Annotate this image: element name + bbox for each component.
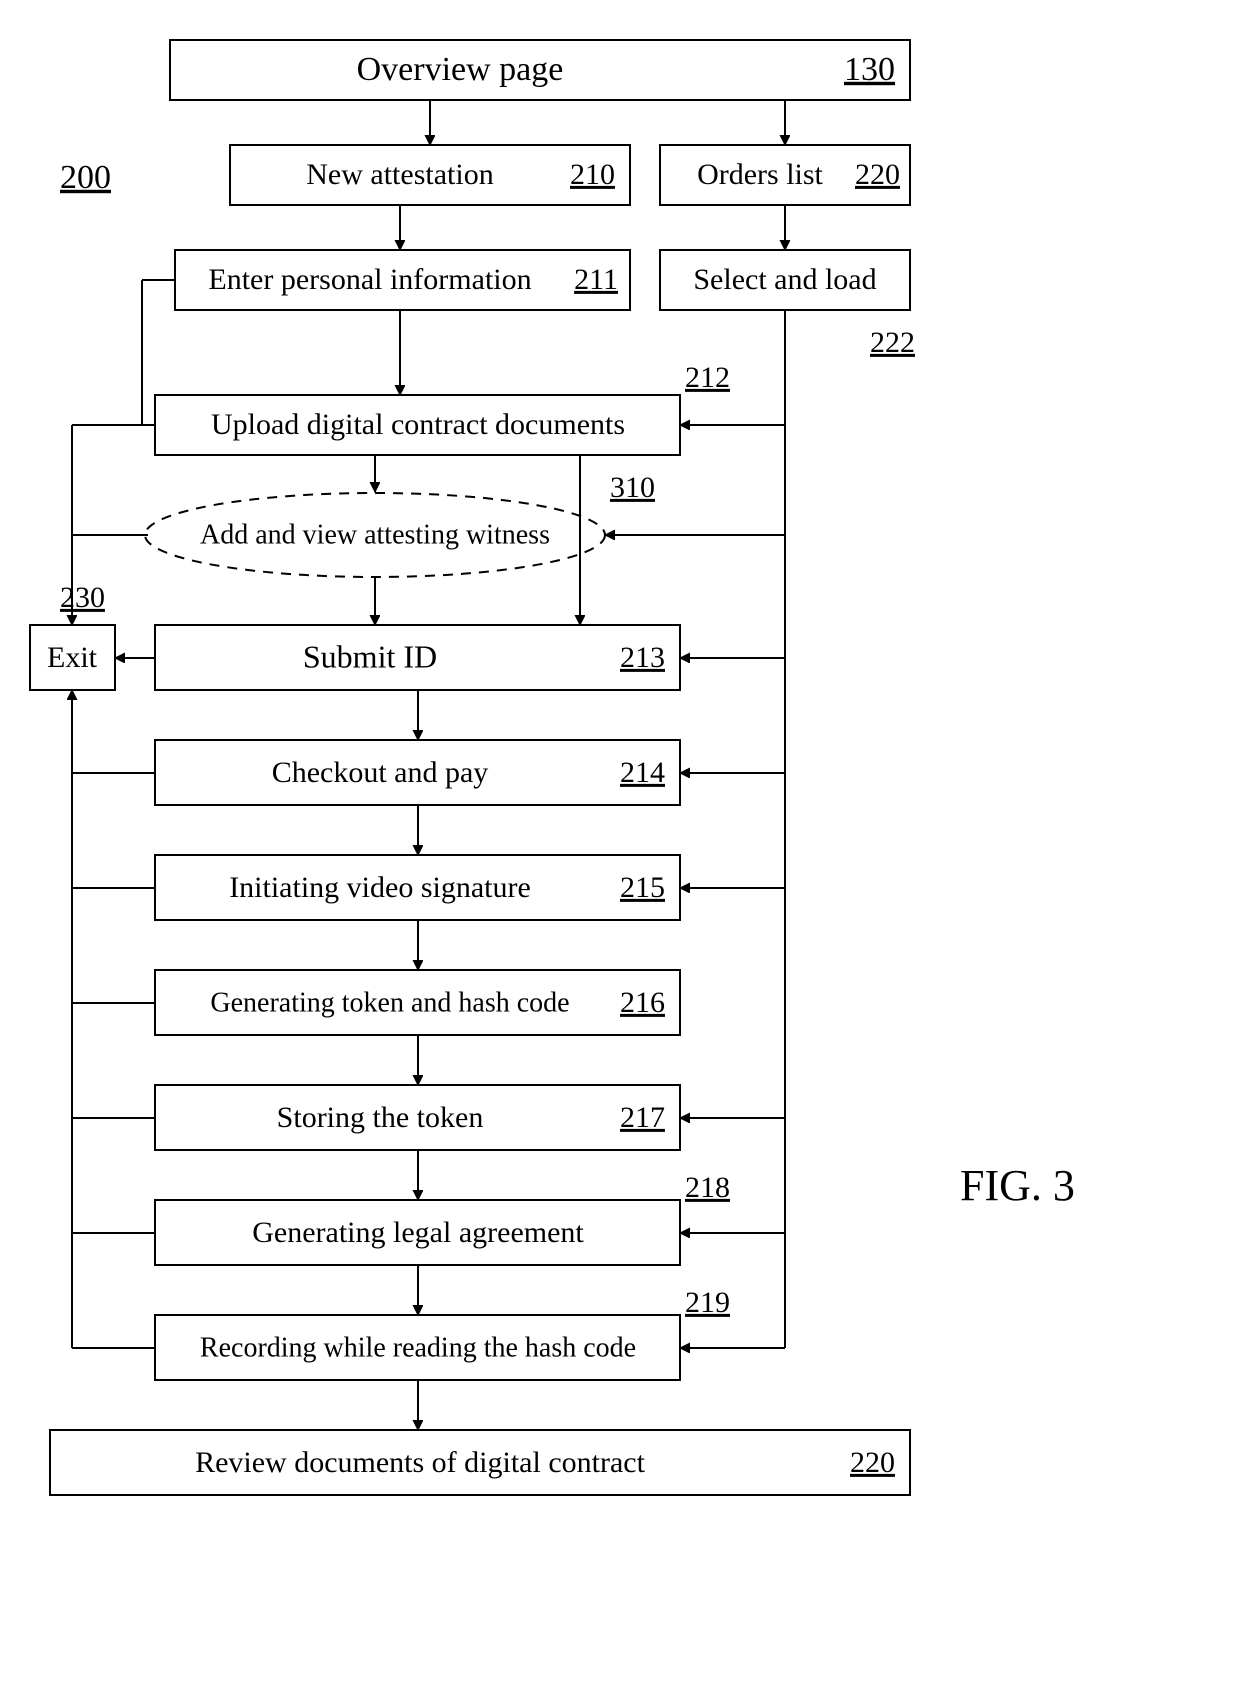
node-review-ref: 220 xyxy=(850,1446,895,1479)
label-222: 222 xyxy=(870,326,915,359)
node-newatt-label: New attestation xyxy=(306,158,493,191)
node-store-ref: 217 xyxy=(620,1101,665,1134)
node-token-ref: 216 xyxy=(620,986,665,1019)
node-addview-ref: 310 xyxy=(610,471,655,504)
node-video-ref: 215 xyxy=(620,871,665,904)
node-checkout-label: Checkout and pay xyxy=(272,756,489,789)
node-upload-label: Upload digital contract documents xyxy=(211,408,625,441)
label-200: 200 xyxy=(60,159,111,196)
node-store-label: Storing the token xyxy=(277,1101,484,1134)
node-enter-ref: 211 xyxy=(574,263,618,296)
node-overview-ref: 130 xyxy=(844,51,895,88)
figure-label: FIG. 3 xyxy=(960,1161,1075,1210)
node-enter-label: Enter personal information xyxy=(208,263,531,296)
label-230: 230 xyxy=(60,581,105,614)
node-newatt-ref: 210 xyxy=(570,158,615,191)
node-review-label: Review documents of digital contract xyxy=(195,1446,646,1479)
node-submit-label: Submit ID xyxy=(303,638,437,674)
node-checkout-ref: 214 xyxy=(620,756,665,789)
node-submit-ref: 213 xyxy=(620,641,665,674)
node-orders-ref: 220 xyxy=(855,158,900,191)
node-orders-label: Orders list xyxy=(697,158,823,191)
node-overview-label: Overview page xyxy=(357,51,564,88)
node-legal-ref: 218 xyxy=(685,1171,730,1204)
node-token-label: Generating token and hash code xyxy=(210,987,569,1018)
node-record-label: Recording while reading the hash code xyxy=(200,1332,636,1363)
node-select-label: Select and load xyxy=(693,263,876,296)
node-exit-label: Exit xyxy=(47,641,98,674)
flowchart-diagram: Overview page 130 New attestation 210 Or… xyxy=(0,0,1240,1696)
node-video-label: Initiating video signature xyxy=(229,871,531,904)
node-legal-label: Generating legal agreement xyxy=(252,1216,584,1249)
node-record-ref: 219 xyxy=(685,1286,730,1319)
node-addview-label: Add and view attesting witness xyxy=(200,519,550,550)
node-upload-ref: 212 xyxy=(685,361,730,394)
